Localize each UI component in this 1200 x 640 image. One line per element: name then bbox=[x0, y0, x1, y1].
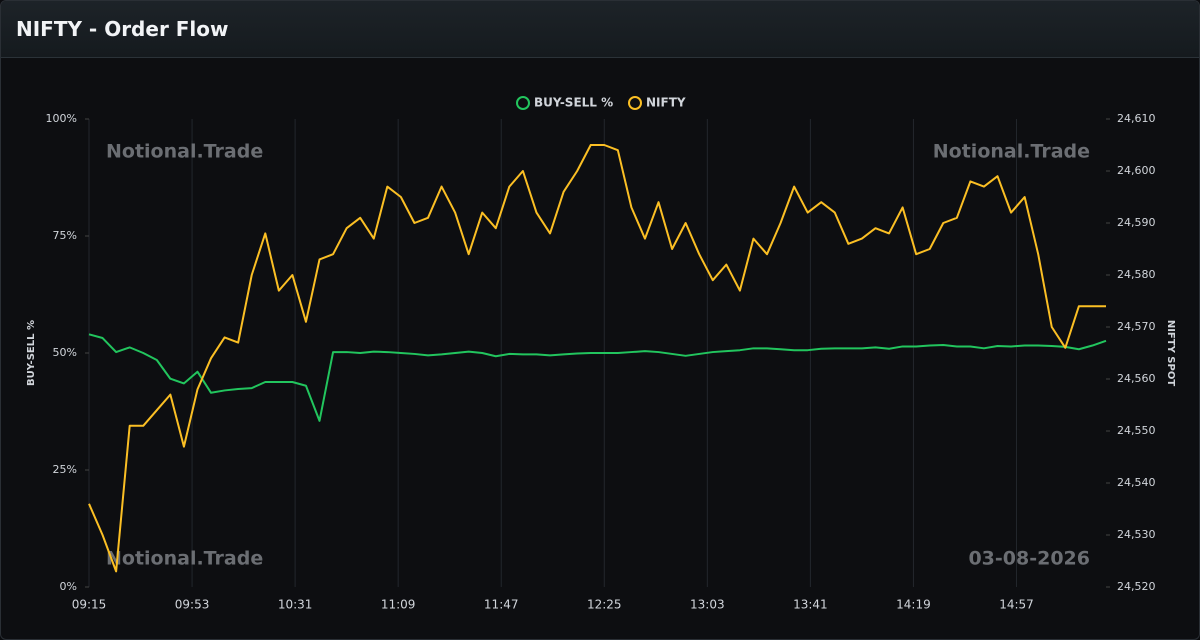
watermark: Notional.Trade bbox=[933, 141, 1090, 163]
y2-tick-label: 24,540 bbox=[1117, 476, 1156, 489]
y2-tick-label: 24,580 bbox=[1117, 268, 1156, 281]
chart: 09:15 09:53 10:31 11:09 11:47 12:25 13:03 13:41… bbox=[26, 96, 1176, 612]
y2-tick-label: 24,600 bbox=[1117, 164, 1156, 177]
y-axis-title: BUY-SELL % bbox=[26, 320, 37, 386]
legend-marker bbox=[628, 96, 642, 110]
panel-title: NIFTY - Order Flow bbox=[1, 1, 1199, 58]
x-tick-label: 10:31 bbox=[278, 598, 313, 612]
series-line bbox=[88, 333, 1107, 422]
legend-label: BUY-SELL % bbox=[534, 96, 613, 110]
watermark: Notional.Trade bbox=[106, 141, 263, 163]
y2-tick-label: 24,520 bbox=[1117, 580, 1156, 593]
watermark: Notional.Trade bbox=[106, 548, 263, 570]
x-tick-label: 09:15 bbox=[72, 598, 107, 612]
y2-tick-label: 24,570 bbox=[1117, 320, 1156, 333]
x-tick-label: 14:57 bbox=[999, 598, 1034, 612]
x-tick-label: 11:47 bbox=[484, 598, 519, 612]
x-tick-label: 14:19 bbox=[896, 598, 931, 612]
date-label: 03-08-2026 bbox=[968, 548, 1090, 570]
legend-label: NIFTY bbox=[646, 96, 686, 110]
x-tick-label: 11:09 bbox=[381, 598, 416, 612]
y-tick-label: 75% bbox=[53, 229, 77, 242]
y2-tick-label: 24,590 bbox=[1117, 216, 1156, 229]
y2-axis-title: NIFTY SPOT bbox=[1165, 320, 1176, 386]
x-tick-label: 13:41 bbox=[793, 598, 828, 612]
x-tick-label: 13:03 bbox=[690, 598, 725, 612]
y-tick-label: 50% bbox=[53, 346, 77, 359]
x-tick-label: 12:25 bbox=[587, 598, 622, 612]
y-tick-label: 0% bbox=[60, 580, 77, 593]
x-tick-label: 09:53 bbox=[175, 598, 210, 612]
series-line bbox=[88, 144, 1106, 573]
legend-marker bbox=[516, 96, 530, 110]
y-tick-label: 25% bbox=[53, 463, 77, 476]
y2-tick-label: 24,610 bbox=[1117, 112, 1156, 125]
y2-tick-label: 24,530 bbox=[1117, 528, 1156, 541]
y-tick-label: 100% bbox=[46, 112, 77, 125]
y2-tick-label: 24,550 bbox=[1117, 424, 1156, 437]
y2-tick-label: 24,560 bbox=[1117, 372, 1156, 385]
